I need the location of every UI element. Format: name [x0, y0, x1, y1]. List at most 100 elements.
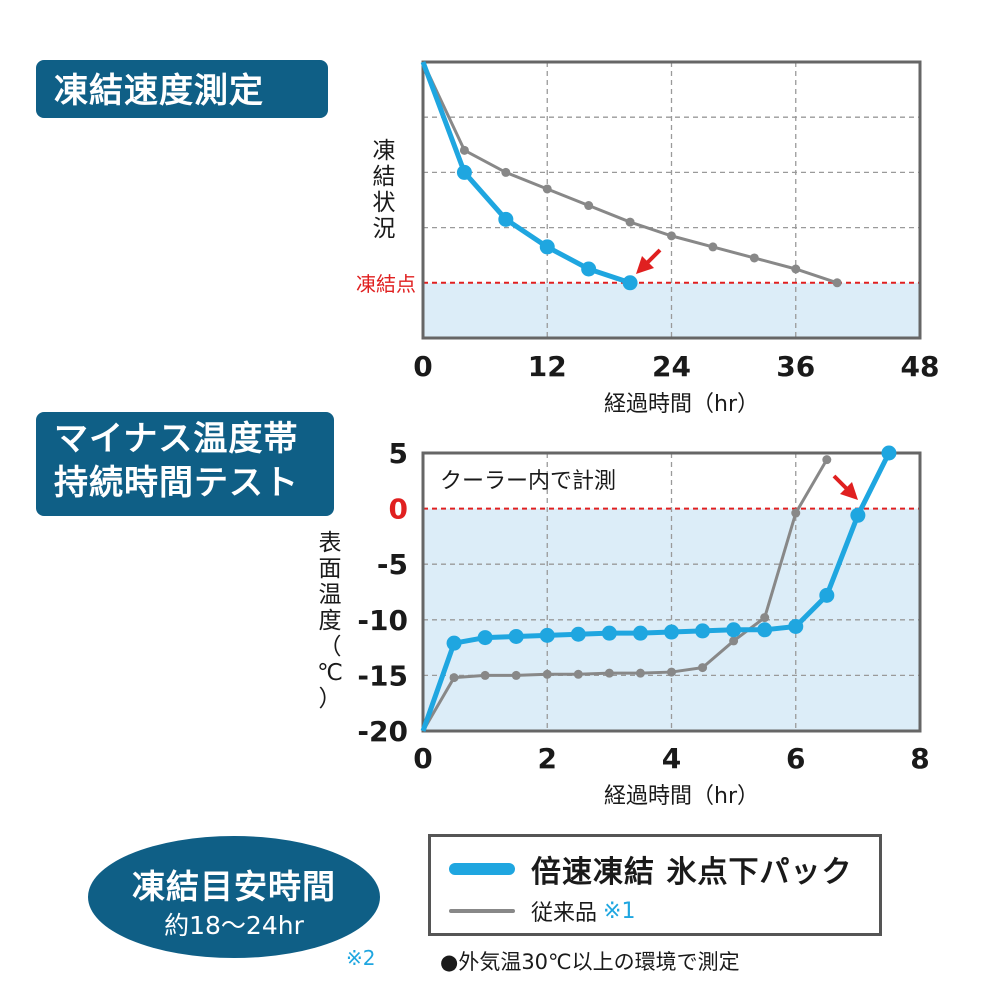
y-tick-label: 5: [389, 437, 408, 470]
arrow-shaft: [644, 248, 662, 266]
x-tick-label: 0: [413, 350, 432, 383]
data-point-fast: [622, 275, 638, 291]
chart1-title-text: 凍結速度測定: [54, 71, 264, 111]
y-axis-label-char: 況: [373, 216, 396, 242]
x-tick-label: 4: [662, 742, 681, 775]
x-tick-label: 48: [901, 350, 940, 383]
data-point-conventional: [625, 217, 635, 227]
data-point-fast: [726, 622, 742, 638]
data-point-conventional: [667, 231, 676, 241]
data-point-fast: [446, 635, 462, 651]
data-point-conventional: [573, 669, 583, 679]
legend-swatch-fast: [449, 863, 515, 875]
data-point-conventional: [708, 242, 718, 252]
series-line-fast: [420, 451, 892, 732]
data-point-fast: [788, 618, 804, 634]
y-axis-label-char: ）: [319, 686, 342, 712]
measure-note: クーラー内で計測: [440, 469, 616, 494]
freeze-point-label: 凍結点: [356, 272, 416, 296]
chart2-title-line1: マイナス温度帯: [54, 419, 299, 459]
x-tick-label: 24: [652, 350, 691, 383]
note-2: ※2: [346, 946, 376, 970]
data-point-conventional: [760, 613, 770, 623]
data-point-fast: [757, 622, 773, 638]
y-tick-label: -10: [357, 604, 408, 637]
freeze-time-badge: 凍結目安時間 約18〜24hr: [88, 836, 380, 958]
data-point-fast: [695, 623, 711, 639]
data-point-fast: [539, 239, 555, 255]
y-axis-label-char: 状: [373, 190, 396, 216]
y-axis-label-char: 度: [319, 608, 342, 634]
data-point-fast: [539, 627, 555, 643]
data-point-fast: [456, 164, 472, 180]
data-point-fast: [881, 445, 897, 461]
data-point-fast: [508, 628, 524, 644]
data-point-conventional: [698, 663, 708, 673]
x-tick-label: 12: [528, 350, 567, 383]
y-axis-label-char: 温: [319, 582, 342, 608]
y-tick-label: -15: [357, 659, 408, 692]
legend-swatch-conventional: [449, 909, 515, 913]
data-point-conventional: [749, 253, 759, 263]
legend-label-conventional: 従来品: [531, 901, 598, 926]
data-point-conventional: [542, 669, 552, 679]
y-axis-label-char: （: [319, 634, 342, 660]
y-axis-label-char: 凍: [373, 138, 396, 164]
x-tick-label: 6: [786, 742, 805, 775]
x-axis-label: 経過時間（hr）: [604, 784, 759, 809]
data-point-fast: [581, 261, 597, 277]
badge-title: 凍結目安時間: [132, 867, 336, 906]
data-point-conventional: [667, 667, 676, 677]
chart1-title: 凍結速度測定: [36, 60, 328, 118]
footnote: ●外気温30℃以上の環境で測定: [440, 950, 740, 974]
data-point-conventional: [511, 670, 521, 680]
x-axis-label: 経過時間（hr）: [604, 392, 759, 417]
y-tick-label: 0: [389, 493, 408, 526]
data-point-fast: [632, 625, 648, 641]
chart2-title: マイナス温度帯 持続時間テスト: [36, 412, 334, 516]
data-point-conventional: [822, 455, 832, 465]
data-point-fast: [850, 507, 866, 523]
data-point-conventional: [635, 668, 645, 678]
y-axis-label-char: ℃: [317, 660, 343, 686]
legend-label-fast: 倍速凍結 氷点下パック: [531, 855, 853, 890]
y-axis-label-char: 面: [319, 556, 342, 582]
data-point-fast: [601, 625, 617, 641]
y-axis-label-char: 結: [373, 164, 396, 190]
data-point-conventional: [791, 508, 801, 518]
x-tick-label: 0: [413, 742, 432, 775]
series-line-conventional: [421, 458, 829, 732]
legend-item-conventional: 従来品 ※1: [449, 895, 635, 927]
data-point-conventional: [542, 184, 552, 194]
y-tick-label: -20: [357, 715, 408, 748]
data-point-conventional: [449, 673, 459, 683]
data-point-conventional: [480, 670, 490, 680]
data-point-conventional: [604, 668, 614, 678]
arrow-head: [636, 256, 654, 274]
chart2-title-line2: 持続時間テスト: [54, 462, 299, 503]
data-point-conventional: [832, 278, 842, 288]
arrow-shaft: [832, 474, 850, 492]
legend-note: ※1: [603, 898, 636, 924]
y-axis-label-char: 表: [319, 530, 342, 556]
x-tick-label: 36: [776, 350, 815, 383]
data-point-conventional: [501, 167, 511, 177]
arrow-head: [840, 482, 858, 500]
data-point-conventional: [459, 145, 469, 155]
x-tick-label: 2: [538, 742, 557, 775]
legend-item-fast: 倍速凍結 氷点下パック: [449, 847, 852, 891]
data-point-fast: [664, 624, 679, 640]
plot-frame: [421, 451, 922, 733]
y-tick-label: -5: [377, 548, 408, 581]
data-point-fast: [819, 587, 835, 603]
data-point-conventional: [791, 264, 801, 274]
data-point-fast: [477, 630, 493, 646]
plot-frame: [421, 60, 922, 340]
data-point-conventional: [729, 636, 739, 646]
badge-time: 約18〜24hr: [164, 911, 304, 940]
data-point-fast: [570, 626, 586, 642]
data-point-fast: [498, 211, 514, 227]
legend: 倍速凍結 氷点下パック 従来品 ※1: [428, 834, 882, 936]
